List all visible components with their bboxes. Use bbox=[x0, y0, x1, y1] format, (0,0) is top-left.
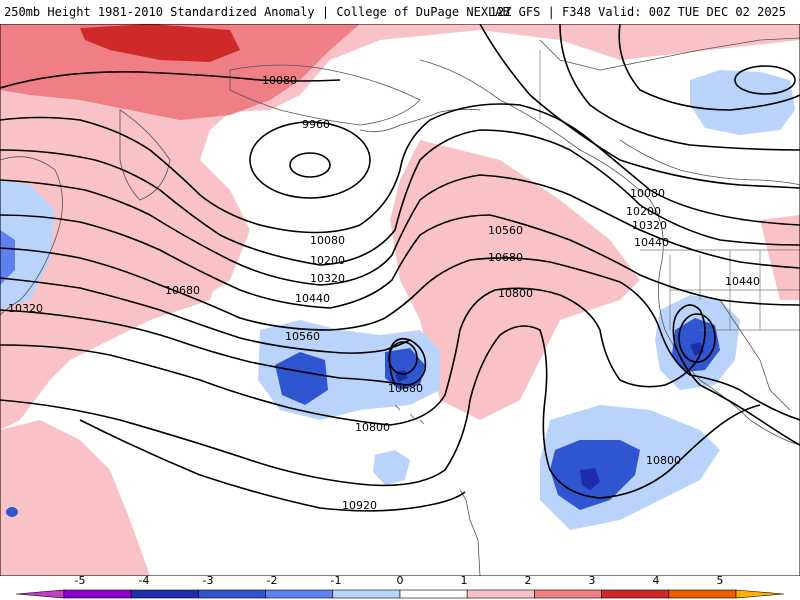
colorbar-tick: 5 bbox=[717, 574, 724, 587]
contour-label: 10800 bbox=[355, 421, 390, 434]
contour-label: 10320 bbox=[8, 302, 43, 315]
contour-label: 10440 bbox=[295, 292, 330, 305]
colorbar-swatch bbox=[63, 589, 132, 599]
colorbar-tick: -3 bbox=[203, 574, 214, 587]
colorbar-tick: 0 bbox=[397, 574, 404, 587]
colorbar-swatch bbox=[332, 589, 401, 599]
colorbar-swatches bbox=[15, 589, 785, 599]
colorbar-swatch bbox=[601, 589, 670, 599]
colorbar-swatch bbox=[534, 589, 602, 599]
contour-label: 10080 bbox=[262, 74, 297, 87]
contour-label: 10200 bbox=[626, 205, 661, 218]
colorbar-swatch bbox=[466, 589, 535, 599]
height-contours bbox=[0, 24, 800, 512]
positive-anomaly-shading bbox=[0, 24, 800, 576]
colorbar-tick: 4 bbox=[653, 574, 660, 587]
contour-label: 10200 bbox=[310, 254, 345, 267]
coastlines bbox=[0, 37, 800, 576]
colorbar-swatch bbox=[735, 589, 785, 599]
colorbar-tick: 2 bbox=[525, 574, 532, 587]
contour-label: 10320 bbox=[632, 219, 667, 232]
model-run-valid-time: 12Z GFS | F348 Valid: 00Z TUE DEC 02 202… bbox=[489, 5, 786, 19]
anomaly-map: 10080 9960 10080 10200 10320 10440 10680… bbox=[0, 24, 800, 576]
contour-label: 10680 bbox=[488, 251, 523, 264]
anomaly-colorbar: -5 -4 -3 -2 -1 0 1 2 3 4 5 bbox=[15, 574, 785, 599]
contour-label: 10680 bbox=[165, 284, 200, 297]
contour-label: 9960 bbox=[302, 118, 330, 131]
colorbar-tick: -5 bbox=[75, 574, 86, 587]
colorbar-swatch bbox=[399, 589, 468, 599]
contour-label: 10440 bbox=[634, 236, 669, 249]
colorbar-tick: -1 bbox=[331, 574, 342, 587]
contour-labels: 10080 9960 10080 10200 10320 10440 10680… bbox=[8, 74, 760, 512]
colorbar-tick: -4 bbox=[139, 574, 150, 587]
colorbar-tick: -2 bbox=[267, 574, 278, 587]
colorbar-swatch bbox=[130, 589, 199, 599]
contour-label: 10560 bbox=[488, 224, 523, 237]
contour-label: 10080 bbox=[630, 187, 665, 200]
colorbar-tick: 3 bbox=[589, 574, 596, 587]
contour-label: 10080 bbox=[310, 234, 345, 247]
contour-label: 10800 bbox=[498, 287, 533, 300]
colorbar-swatch bbox=[265, 589, 334, 599]
colorbar-swatch bbox=[198, 589, 266, 599]
map-title: 250mb Height 1981-2010 Standardized Anom… bbox=[4, 5, 510, 19]
colorbar-tick: 1 bbox=[461, 574, 468, 587]
colorbar-swatch bbox=[668, 589, 737, 599]
contour-label: 10920 bbox=[342, 499, 377, 512]
map-header: 250mb Height 1981-2010 Standardized Anom… bbox=[0, 0, 800, 24]
colorbar-tick-labels: -5 -4 -3 -2 -1 0 1 2 3 4 5 bbox=[75, 574, 724, 587]
contour-label: 10560 bbox=[285, 330, 320, 343]
negative-anomaly-shading bbox=[0, 70, 795, 530]
contour-label: 10440 bbox=[725, 275, 760, 288]
contour-label: 10320 bbox=[310, 272, 345, 285]
contour-label: 10800 bbox=[646, 454, 681, 467]
colorbar-swatch bbox=[15, 589, 65, 599]
contour-label: 10680 bbox=[388, 382, 423, 395]
